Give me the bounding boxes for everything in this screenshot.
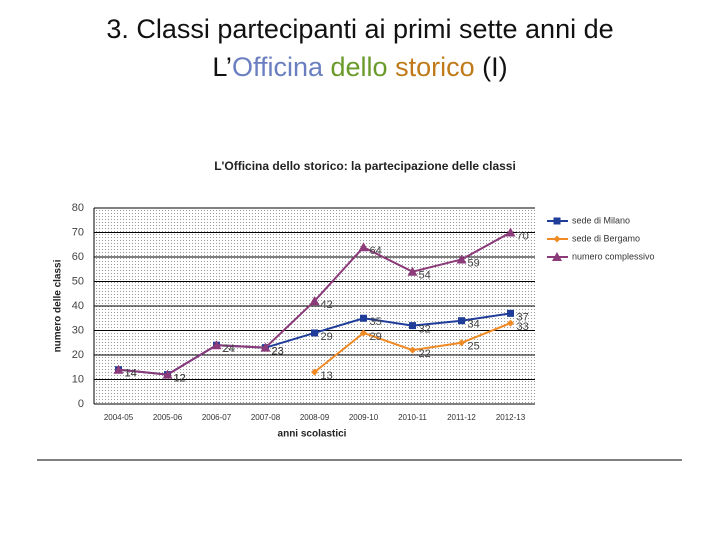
marker — [360, 329, 367, 337]
marker — [552, 252, 562, 261]
x-tick-label: 2009-10 — [349, 413, 379, 422]
data-label: 34 — [468, 319, 480, 331]
data-label: 33 — [517, 321, 529, 333]
y-tick-label: 70 — [72, 226, 84, 238]
data-label: 35 — [370, 316, 382, 328]
data-label: 14 — [125, 368, 137, 380]
marker — [507, 319, 514, 327]
data-label: 23 — [272, 346, 284, 358]
x-axis-label: anni scolastici — [278, 429, 347, 440]
marker — [507, 309, 514, 317]
data-label: 13 — [321, 370, 333, 382]
title-part: L’ — [212, 52, 232, 82]
x-tick-label: 2007-08 — [251, 413, 281, 422]
marker — [409, 322, 416, 330]
title-part: (I) — [482, 52, 508, 82]
data-label: 70 — [517, 230, 529, 242]
data-label: 12 — [174, 373, 186, 385]
data-label: 32 — [419, 324, 431, 336]
slide-title: 3. Classi partecipanti ai primi sette an… — [0, 10, 720, 86]
x-tick-label: 2011-12 — [447, 413, 476, 422]
marker — [456, 254, 467, 264]
y-tick-label: 0 — [78, 398, 84, 410]
data-label: 64 — [370, 245, 382, 257]
marker — [358, 242, 369, 252]
marker — [553, 217, 561, 225]
data-label: 29 — [370, 331, 382, 343]
data-label: 42 — [321, 299, 333, 311]
chart-title: L'Officina dello storico: la partecipazi… — [214, 159, 516, 173]
marker — [407, 266, 418, 276]
x-tick-label: 2010-11 — [398, 413, 427, 422]
y-axis-label: numero delle classi — [53, 259, 64, 352]
y-tick-label: 40 — [72, 300, 84, 312]
marker — [553, 235, 561, 243]
marker — [409, 346, 416, 354]
data-label: 37 — [517, 311, 529, 323]
y-tick-label: 60 — [72, 251, 84, 263]
marker — [311, 368, 318, 376]
legend-label: numero complessivo — [572, 251, 655, 261]
legend-label: sede di Milano — [572, 215, 630, 225]
title-line: 3. Classi partecipanti ai primi sette an… — [106, 14, 614, 44]
x-tick-label: 2004-05 — [104, 413, 134, 422]
y-tick-label: 50 — [72, 275, 84, 287]
y-tick-label: 80 — [72, 202, 84, 214]
marker — [458, 317, 465, 325]
marker — [505, 227, 516, 237]
marker — [162, 369, 173, 379]
title-part: storico — [395, 52, 475, 82]
data-label: 29 — [321, 331, 333, 343]
x-tick-label: 2005-06 — [153, 413, 183, 422]
x-tick-label: 2006-07 — [202, 413, 232, 422]
y-tick-label: 20 — [72, 349, 84, 361]
marker — [211, 340, 222, 350]
data-label: 24 — [223, 343, 235, 355]
data-label: 54 — [419, 270, 431, 282]
title-part: dello — [330, 52, 388, 82]
y-tick-label: 30 — [72, 324, 84, 336]
marker — [360, 314, 367, 322]
marker — [309, 296, 320, 306]
title-part: Officina — [231, 52, 323, 82]
data-label: 12 — [174, 373, 186, 385]
y-tick-label: 10 — [72, 373, 84, 385]
x-tick-label: 2008-09 — [300, 413, 330, 422]
data-label: 59 — [468, 257, 480, 269]
data-label: 25 — [468, 341, 480, 353]
data-label: 22 — [419, 348, 431, 360]
marker — [311, 329, 318, 337]
marker — [458, 339, 465, 347]
x-tick-label: 2012-13 — [496, 413, 526, 422]
data-label: 23 — [272, 346, 284, 358]
title-line: L’Officina dello storico (I) — [0, 48, 720, 86]
marker — [260, 342, 271, 352]
marker — [113, 364, 124, 374]
legend-label: sede di Bergamo — [572, 233, 640, 243]
